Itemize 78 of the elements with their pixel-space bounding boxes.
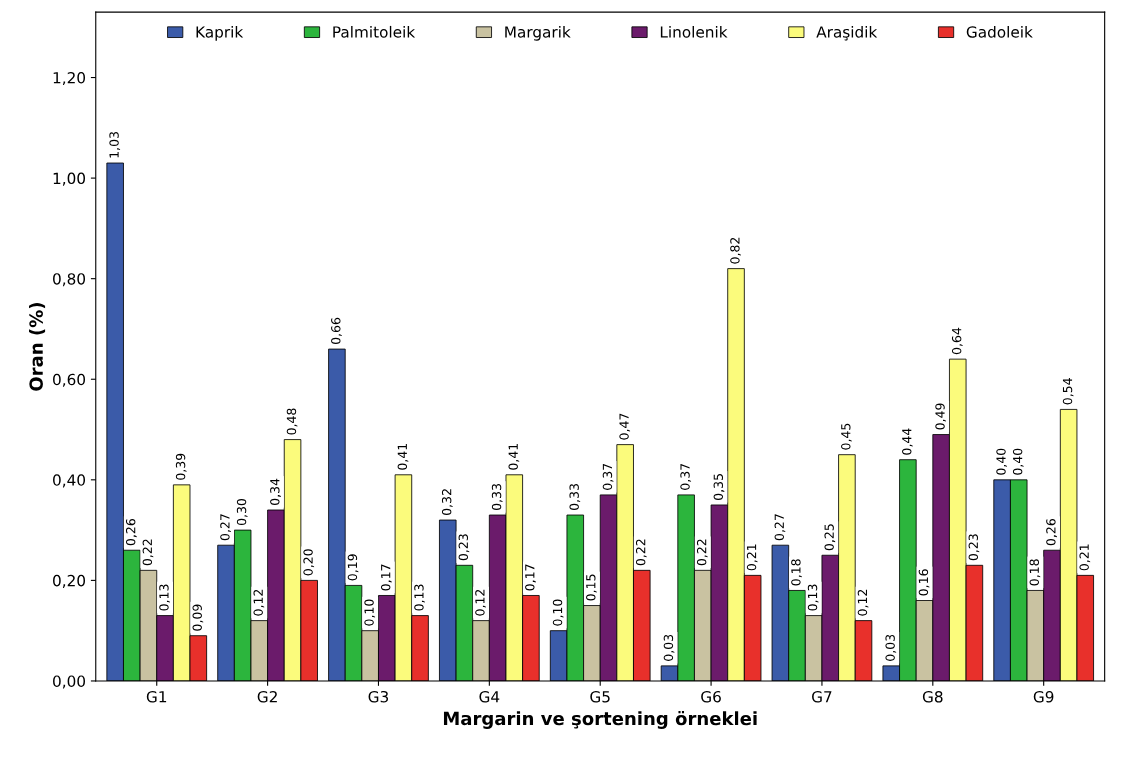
x-tick-label: G7 <box>812 690 832 703</box>
data-label: 0,49 <box>935 403 947 430</box>
data-label: 0,13 <box>414 584 425 611</box>
data-label: 0,10 <box>364 599 376 626</box>
data-label: 0,22 <box>696 539 708 566</box>
data-label: 0,12 <box>857 589 869 616</box>
data-label: 0,18 <box>1029 559 1041 586</box>
data-label: 0,40 <box>1012 448 1024 475</box>
x-tick-label: G4 <box>479 690 500 703</box>
y-tick-label: 1,20 <box>53 72 86 86</box>
data-label: 0,12 <box>253 589 265 616</box>
data-label: 0,35 <box>713 474 725 500</box>
data-label: 0,30 <box>236 498 248 526</box>
data-label: 0,47 <box>619 413 631 440</box>
data-label: 0,45 <box>841 423 852 450</box>
data-label: 0,25 <box>824 524 836 551</box>
data-label: 0,17 <box>525 564 536 591</box>
data-label: 0,12 <box>475 589 486 616</box>
y-tick-label: 0,60 <box>53 373 86 387</box>
legend-label: Gadoleik <box>966 25 1033 38</box>
x-tick-label: G9 <box>1033 690 1054 703</box>
data-label: 0,15 <box>586 574 597 601</box>
data-label: 0,27 <box>774 514 786 541</box>
data-label: 0,09 <box>192 604 204 631</box>
data-label: 0,41 <box>508 443 520 470</box>
data-label: 0,41 <box>397 443 409 470</box>
y-axis-title: Oran (%) <box>29 303 46 391</box>
x-tick-label: G5 <box>590 690 610 703</box>
data-label: 0,21 <box>1079 544 1091 571</box>
legend-label: Kaprik <box>196 25 244 41</box>
x-tick-label: G6 <box>701 690 721 703</box>
data-label: 0,32 <box>441 489 453 516</box>
data-label: 0,21 <box>746 544 758 571</box>
data-label: 0,40 <box>996 448 1008 475</box>
data-label: 0,54 <box>1062 378 1074 405</box>
legend-label: Araşidik <box>816 25 878 41</box>
data-label: 0,22 <box>635 539 647 566</box>
x-tick-label: G3 <box>368 690 389 703</box>
data-label: 0,64 <box>951 327 963 355</box>
y-tick-label: 1,00 <box>53 172 86 186</box>
data-label: 1,03 <box>109 132 121 158</box>
data-label: 0,23 <box>968 534 980 561</box>
data-label: 0,03 <box>885 634 897 661</box>
data-label: 0,13 <box>807 584 819 611</box>
data-label: 0,18 <box>791 559 802 586</box>
data-label: 0,82 <box>730 237 741 264</box>
data-label: 0,26 <box>125 519 137 546</box>
data-label: 0,23 <box>458 534 470 561</box>
x-tick-label: G1 <box>146 690 167 703</box>
data-label: 0,33 <box>569 484 581 511</box>
data-label: 0,22 <box>142 539 154 566</box>
data-label: 0,27 <box>220 514 231 541</box>
data-label: 0,44 <box>902 428 913 455</box>
data-label: 0,34 <box>270 478 281 505</box>
data-label: 0,39 <box>175 453 187 480</box>
data-label: 0,48 <box>286 408 298 435</box>
data-label: 0,10 <box>552 599 564 626</box>
data-label: 0,17 <box>380 564 392 591</box>
y-tick-label: 0,40 <box>53 474 86 488</box>
data-label: 0,33 <box>491 484 503 511</box>
y-tick-label: 0,00 <box>53 675 86 689</box>
data-label: 0,16 <box>918 569 930 596</box>
data-label: 0,20 <box>303 549 315 576</box>
x-axis-title: Margarin ve şortening örneklei <box>443 711 757 729</box>
legend-label: Margarik <box>505 25 571 41</box>
data-label: 0,13 <box>159 584 170 611</box>
data-label: 0,37 <box>602 463 614 490</box>
y-tick-label: 0,80 <box>53 273 86 287</box>
legend-label: Palmitoleik <box>333 25 416 38</box>
data-label: 0,26 <box>1046 519 1057 546</box>
data-label: 0,37 <box>680 463 692 490</box>
legend-label: Linolenik <box>660 25 728 38</box>
data-label: 0,19 <box>347 554 359 581</box>
data-label: 0,03 <box>663 634 675 661</box>
x-tick-label: G8 <box>922 690 943 703</box>
data-label: 0,66 <box>331 317 342 345</box>
x-tick-label: G2 <box>257 690 277 703</box>
y-tick-label: 0,20 <box>53 574 86 588</box>
